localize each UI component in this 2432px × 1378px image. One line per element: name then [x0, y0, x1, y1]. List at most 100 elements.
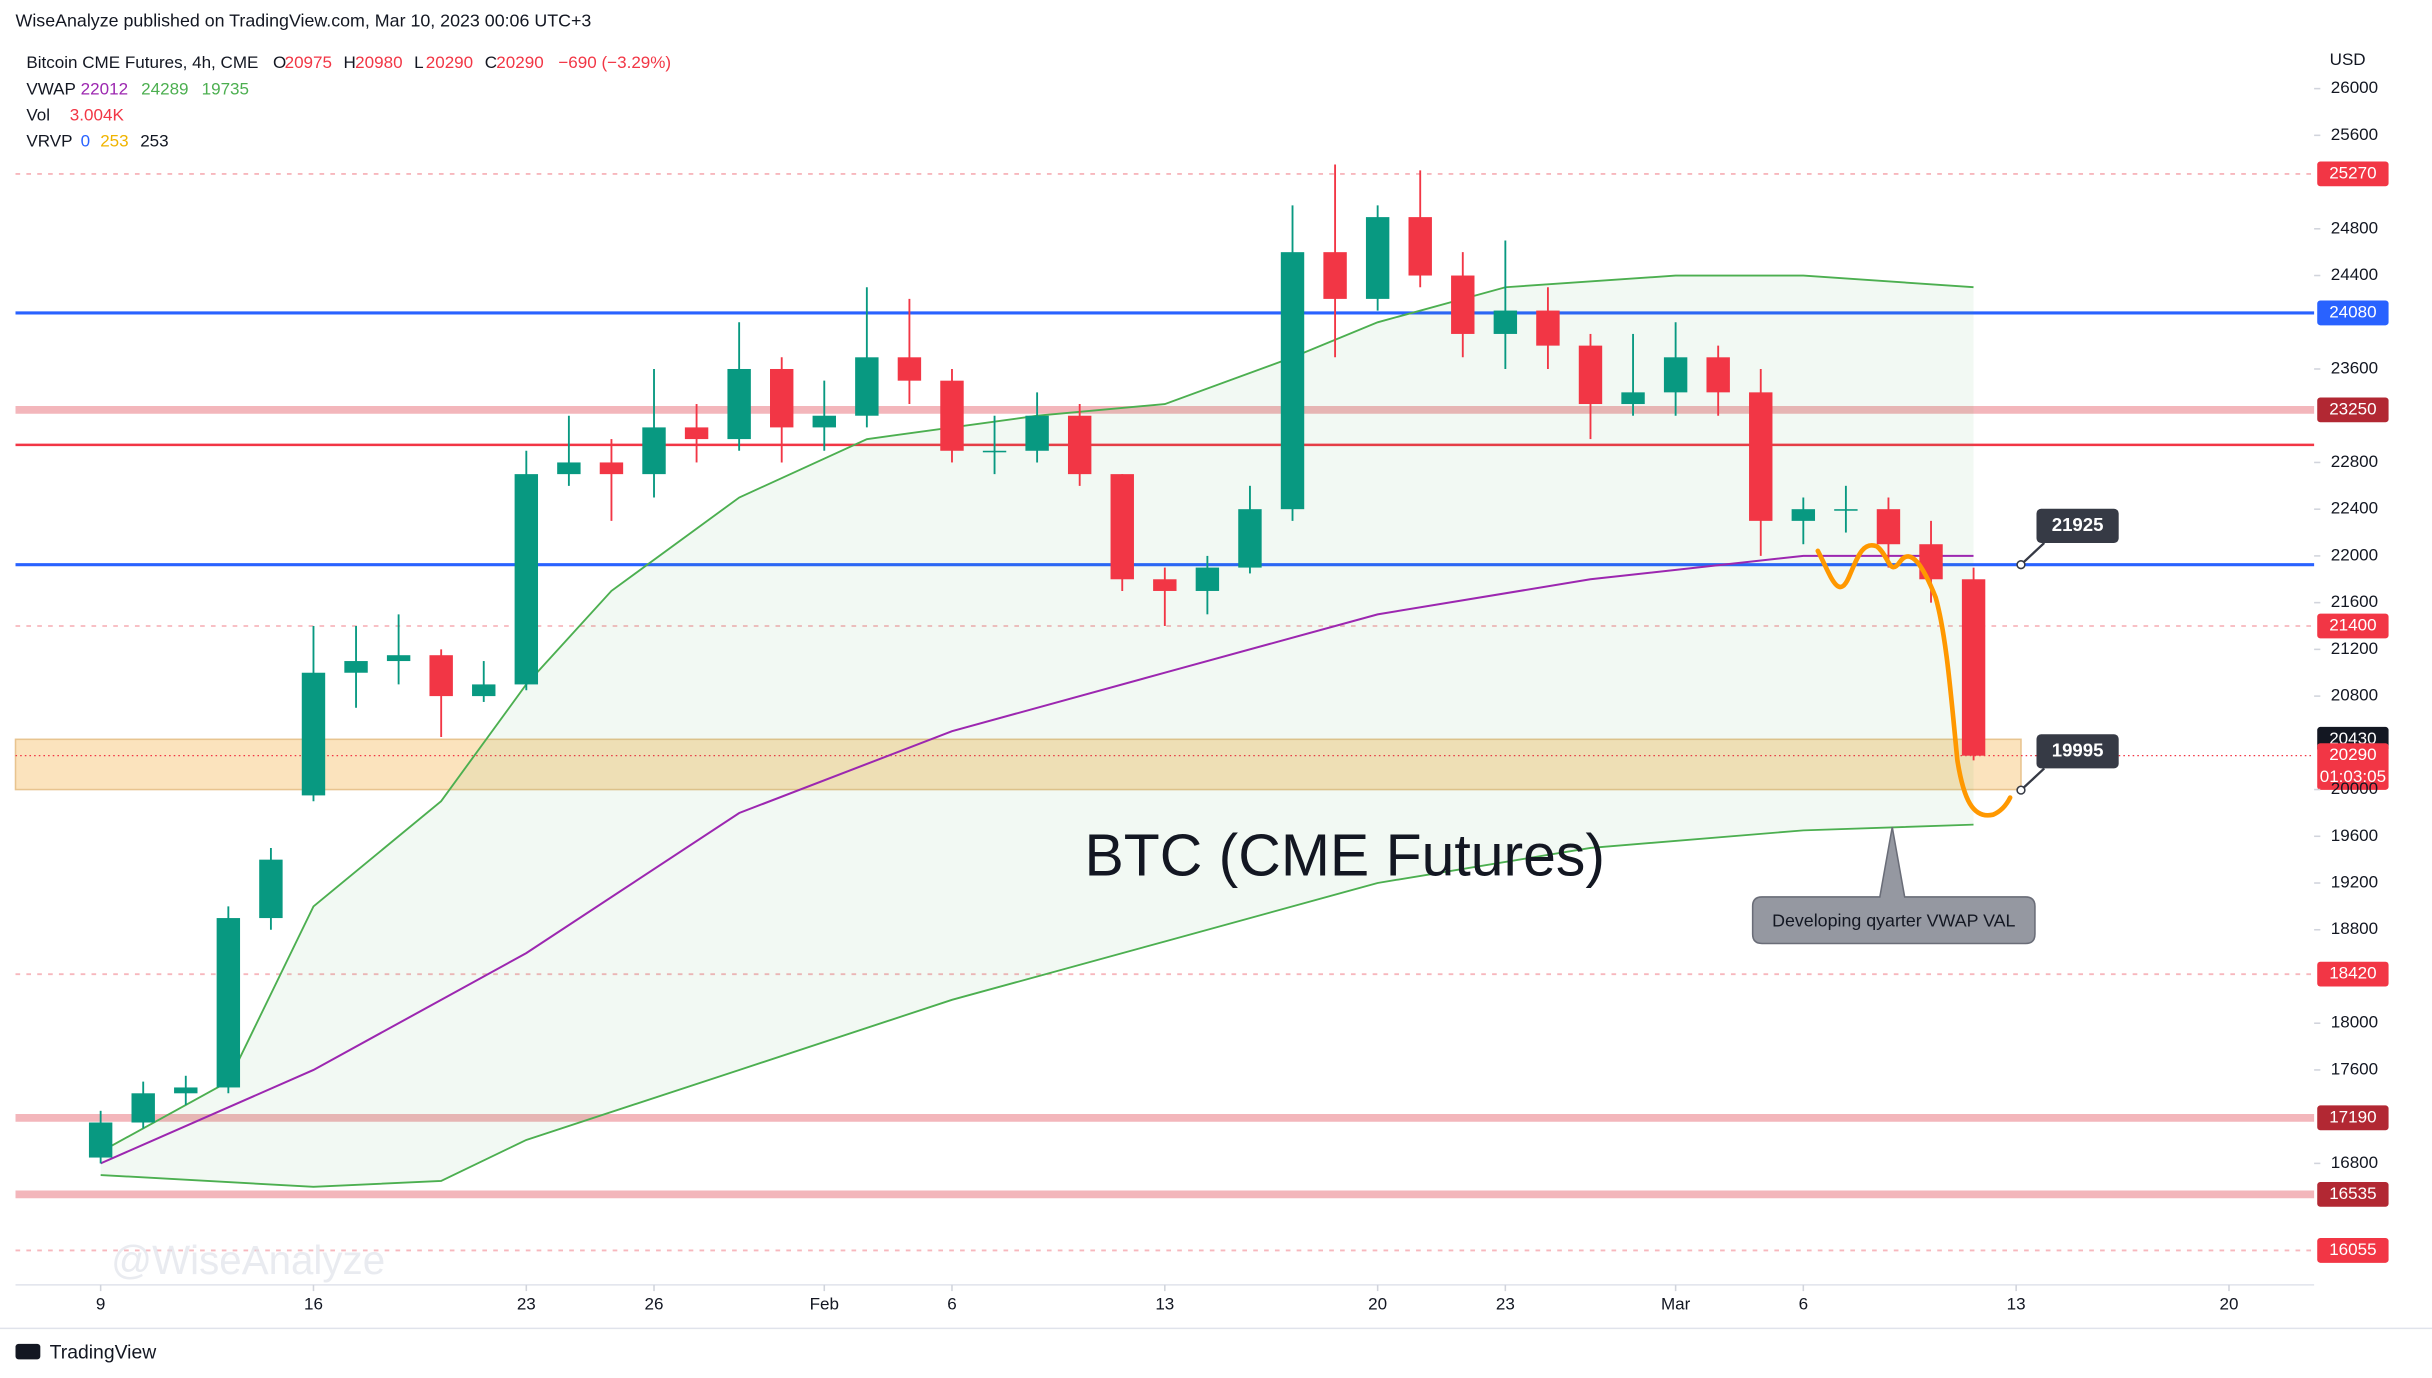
candle-body	[1195, 567, 1220, 591]
candle-body	[770, 368, 794, 428]
candle-body	[472, 684, 496, 697]
price-tag	[2317, 613, 2389, 639]
y-tick-label: 19600	[2331, 826, 2378, 845]
callout-pointer	[2020, 767, 2046, 791]
legend-ohlc-label: L	[414, 53, 423, 72]
x-tick-label: 6	[947, 1295, 956, 1314]
candle-body	[1493, 310, 1518, 334]
price-tag-label: 18420	[2329, 964, 2376, 983]
x-tick-label: 26	[645, 1295, 664, 1314]
x-tick-label: 16	[304, 1295, 323, 1314]
candle-body	[1110, 474, 1134, 580]
candle-body	[344, 661, 368, 673]
candle-body	[386, 655, 411, 662]
y-tick-label: 22800	[2331, 452, 2378, 471]
x-tick-label: 23	[517, 1295, 536, 1314]
legend-ohlc-label: C	[485, 53, 497, 72]
candle-body	[1791, 509, 1816, 521]
legend-ohlc-value: 20290	[496, 53, 543, 72]
x-tick-label: 6	[1799, 1295, 1808, 1314]
vwap-line	[100, 554, 1974, 1165]
y-tick-label: 26000	[2331, 78, 2378, 97]
price-tag-label: 20430	[2329, 729, 2376, 748]
candle-body	[1834, 509, 1858, 511]
price-tag	[2317, 397, 2389, 423]
legend-symbol: Bitcoin CME Futures, 4h, CME	[26, 53, 258, 72]
vwap-band	[100, 823, 1974, 1188]
axes: 26000 25600 24800 24400 23600 22800 22400 22000…	[96, 78, 2378, 1313]
candle-body	[897, 357, 922, 381]
price-tag	[2317, 1238, 2389, 1263]
candle-body	[1365, 217, 1390, 299]
callout-box	[2036, 734, 2119, 769]
legend-ohlc-label: H	[344, 53, 356, 72]
y-tick-label: 22400	[2331, 499, 2378, 518]
price-tag-label: 24080	[2329, 302, 2376, 321]
watermark: @WiseAnalyze	[111, 1237, 385, 1283]
y-tick-label: 25600	[2331, 125, 2378, 144]
candle-body	[1621, 392, 1645, 405]
y-tick-label: 19200	[2331, 873, 2378, 892]
x-tick-label: Feb	[810, 1295, 839, 1314]
candle-body	[259, 859, 283, 919]
legend-ohlc-label: O	[273, 53, 286, 72]
legend-row-name: Vol	[26, 105, 50, 124]
candle-body	[1961, 579, 1986, 756]
currency: USD	[2330, 50, 2366, 69]
candle-body	[1280, 252, 1305, 510]
candle-body	[88, 1122, 113, 1158]
y-tick-label: 20000	[2331, 779, 2378, 798]
candle-body	[429, 655, 453, 697]
brand-logo	[15, 1343, 41, 1360]
price-tag-label: 16055	[2329, 1240, 2376, 1259]
candle-body	[1536, 310, 1560, 346]
candle-body	[514, 474, 539, 685]
price-tag	[2317, 743, 2389, 790]
candle-body	[812, 415, 836, 428]
zone	[14, 738, 2022, 791]
legend-row-value: 0	[81, 131, 90, 150]
legend-change: −690 (−3.29%)	[558, 53, 671, 72]
x-tick-label: 13	[1155, 1295, 1174, 1314]
x-tick-label: 23	[1496, 1295, 1515, 1314]
y-tick-label: 18800	[2331, 919, 2378, 938]
legend-row-value: 253	[140, 131, 168, 150]
price-tag-label: 21400	[2329, 616, 2376, 635]
price-countdown: 01:03:05	[2320, 767, 2386, 786]
y-tick-label: 20800	[2331, 686, 2378, 705]
callout-anchor	[2016, 560, 2026, 570]
price-tag	[2317, 961, 2389, 987]
x-tick-label: 20	[2220, 1295, 2239, 1314]
price-tag	[2317, 1181, 2389, 1207]
legend-ohlc-value: 20980	[355, 53, 402, 72]
candle-body	[174, 1087, 198, 1094]
candle-body	[1153, 579, 1177, 591]
candle-body	[599, 462, 624, 475]
callout-pointer	[2020, 542, 2046, 566]
y-tick-label: 24400	[2331, 265, 2378, 284]
candles-layer	[88, 164, 1986, 1164]
candle-body	[1323, 252, 1347, 299]
legend-row-value: 253	[100, 131, 128, 150]
callout-box	[2036, 508, 2119, 543]
candle-body	[216, 918, 241, 1088]
x-tick-label: 9	[96, 1295, 105, 1314]
x-tick-label: 20	[1368, 1295, 1387, 1314]
y-tick-label: 23600	[2331, 358, 2378, 377]
candle-body	[1067, 415, 1092, 475]
price-tag	[2317, 161, 2389, 187]
zone-layer	[14, 738, 2022, 791]
legend-row-name: VWAP	[26, 80, 76, 99]
legend-row-value: 24289	[141, 80, 188, 99]
candle-body	[727, 368, 751, 440]
y-tick-label: 18000	[2331, 1013, 2378, 1032]
candle-body	[131, 1093, 155, 1123]
price-tag-label: 17190	[2329, 1107, 2376, 1126]
price-tag-label: 20290	[2329, 745, 2376, 764]
candle-body	[1876, 509, 1901, 545]
candle-body	[642, 427, 666, 475]
y-tick-label: 22000	[2331, 545, 2378, 564]
candle-body	[1025, 415, 1049, 451]
